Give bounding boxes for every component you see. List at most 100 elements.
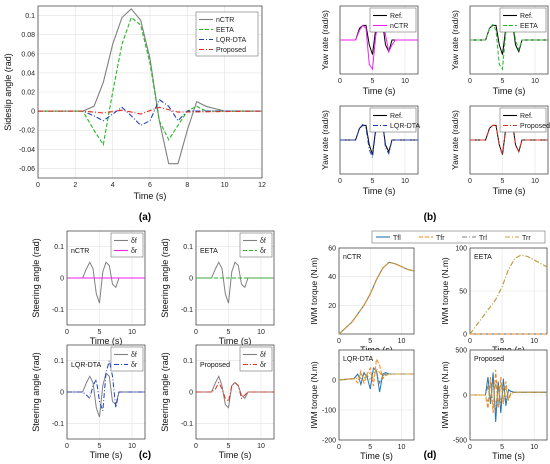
y-tick-label: -0.1 [52, 307, 64, 314]
y-tick-label: 0.1 [183, 358, 193, 365]
y-tick-label: 100 [455, 246, 467, 253]
series-line [196, 381, 274, 403]
legend-box [369, 7, 417, 33]
legend-box [499, 107, 547, 133]
legend-label: δr [131, 362, 138, 369]
legend-label: LQR-DTA [216, 37, 247, 44]
chart-a: 0 2 4 6 8 10 12 -0.06 -0.04 -0.02 0 0.02 0.04 0.06 0.0… [3, 5, 266, 201]
y-tick-label: 0 [463, 332, 467, 339]
x-tick-label: 5 [98, 329, 102, 336]
x-tick-label: 5 [98, 443, 102, 450]
y-tick-label: 0.1 [54, 244, 64, 251]
legend-label: nCTR [390, 23, 408, 30]
x-tick-label: 10 [257, 329, 265, 336]
x-tick-label: 10 [128, 443, 136, 450]
x-axis-label: Time (s) [219, 450, 252, 460]
x-tick-label: 5 [227, 329, 231, 336]
legend-label: Ref. [390, 113, 403, 120]
panel-tag: nCTR [71, 248, 89, 255]
y-tick-label: 500 [455, 348, 467, 355]
series-line [338, 261, 415, 335]
chart-c-panel: 0 5 10 -0.1 0 0.1 nCTR Time (s) Steering angle (… [31, 230, 146, 346]
legend-label: δf [131, 238, 137, 245]
legend-box [239, 232, 273, 258]
chart-d-panel: 0 5 10 -200 -100 0 LQR-DTA Time (s) IWM torque (… [309, 349, 415, 461]
legend-box [369, 107, 417, 133]
y-tick-label: 0.02 [21, 90, 35, 97]
x-tick-label: 4 [111, 182, 115, 189]
legend-label: nCTR [216, 17, 234, 24]
legend-box [110, 346, 144, 372]
plot-area [339, 350, 414, 440]
y-axis-label: Steering angle (rad) [160, 238, 170, 318]
y-axis-label: Yaw rate (rad/s) [320, 110, 330, 170]
series-line [38, 16, 262, 147]
legend-label: δf [260, 352, 266, 359]
y-axis-label: Yaw rate (rad/s) [450, 110, 460, 170]
y-axis-label: Steering angle (rad) [160, 352, 170, 432]
legend-label: EETA [520, 23, 538, 30]
plot-frame [338, 247, 415, 335]
x-tick-label: 12 [258, 182, 266, 189]
y-tick-label: 0.1 [183, 244, 193, 251]
x-tick-label: 5 [501, 78, 505, 85]
legend-label: δf [260, 238, 266, 245]
series-line [470, 381, 547, 406]
series-line [470, 17, 548, 71]
figure-label-b: (b) [424, 212, 437, 223]
y-axis-label: IWM torque (N.m) [309, 257, 319, 325]
x-tick-label: 0 [468, 178, 472, 185]
x-tick-label: 5 [368, 338, 372, 345]
x-axis-label: Time (s) [219, 336, 252, 346]
chart-c-panel: 0 5 10 -0.1 0 0.1 EETA Time (s) Steering angle (… [160, 230, 275, 346]
legend-label: δr [260, 362, 267, 369]
panel-tag: EETA [474, 254, 492, 261]
x-tick-label: 8 [185, 182, 189, 189]
series-line [196, 261, 274, 304]
y-tick-label: -0.1 [181, 421, 193, 428]
x-tick-label: 10 [398, 338, 406, 345]
series-line [67, 360, 145, 411]
x-tick-label: 5 [371, 78, 375, 85]
legend-label: EETA [216, 27, 234, 34]
y-tick-label: 0 [463, 393, 467, 400]
legend-label: Tfr [436, 235, 445, 242]
x-tick-label: 0 [468, 338, 472, 345]
y-axis-label: IWM torque (N.m) [309, 361, 319, 429]
panel-tag: LQR-DTA [343, 356, 374, 363]
legend-box [239, 346, 273, 372]
charts-layer: 0 2 4 6 8 10 12 -0.06 -0.04 -0.02 0 0.02 0.04 0.06 0.0… [3, 5, 550, 461]
chart-d-panel: 0510204060nCTRTime (s)IWM torque (N.m) [309, 246, 415, 355]
x-axis-label: Time (s) [363, 86, 396, 96]
x-tick-label: 0 [65, 329, 69, 336]
figure-label-c: (c) [139, 450, 151, 461]
x-axis-label: Time (s) [360, 451, 393, 461]
y-tick-label: -0.02 [19, 128, 35, 135]
legend-label: Ref. [520, 113, 533, 120]
legend-label: δf [131, 352, 137, 359]
y-axis-label: Steering angle (rad) [31, 352, 41, 432]
chart-b-panel: 0 5 10 Time (s) Yaw rate (rad/s) Ref. Proposed [450, 105, 550, 196]
legend-label: δr [131, 248, 138, 255]
x-tick-label: 10 [401, 178, 409, 185]
x-tick-label: 10 [530, 444, 538, 451]
x-axis-label: Time (s) [90, 336, 123, 346]
x-tick-label: 0 [468, 78, 472, 85]
y-tick-label: 0 [332, 378, 336, 385]
y-tick-label: -200 [322, 438, 336, 445]
x-tick-label: 0 [194, 329, 198, 336]
chart-b-panel: 0 5 10 Time (s) Yaw rate (rad/s) Ref. LQR-DTA [320, 105, 421, 196]
legend-label: Tfl [393, 235, 401, 242]
y-tick-label: 60 [328, 246, 336, 253]
x-tick-label: 10 [257, 443, 265, 450]
x-tick-label: 10 [531, 178, 539, 185]
x-tick-label: 0 [468, 444, 472, 451]
legend-label: LQR-DTA [390, 123, 421, 130]
chart-b-panel: 0 5 10 Time (s) Yaw rate (rad/s) Ref. nCTR [320, 5, 419, 96]
x-tick-label: 10 [398, 444, 406, 451]
x-axis-label: Time (s) [134, 191, 167, 201]
legend-label: δr [260, 248, 267, 255]
y-axis-label: IWM torque (N.m) [440, 361, 450, 429]
